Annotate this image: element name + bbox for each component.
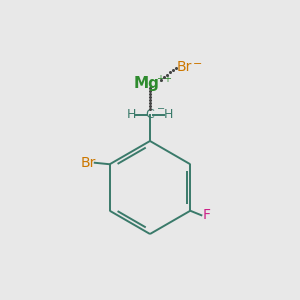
Text: H: H bbox=[127, 108, 136, 121]
Text: C: C bbox=[146, 108, 154, 121]
Text: Br: Br bbox=[177, 60, 192, 74]
Text: Mg: Mg bbox=[134, 76, 159, 91]
Text: F: F bbox=[203, 208, 211, 222]
Text: Br: Br bbox=[80, 156, 96, 170]
Text: ++: ++ bbox=[156, 74, 172, 85]
Text: −: − bbox=[192, 58, 202, 69]
Text: H: H bbox=[164, 108, 173, 121]
Text: −: − bbox=[157, 104, 165, 114]
